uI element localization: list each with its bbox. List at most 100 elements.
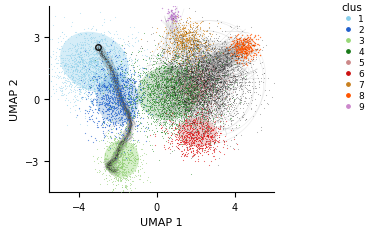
Point xyxy=(198,54,204,58)
Point xyxy=(187,23,193,27)
Point xyxy=(54,57,60,61)
Point xyxy=(187,41,193,44)
Point xyxy=(101,84,108,88)
Point xyxy=(242,45,248,49)
Point xyxy=(126,98,132,101)
Point xyxy=(168,102,174,106)
Point xyxy=(119,94,125,98)
Point xyxy=(169,141,175,145)
Point xyxy=(215,82,221,86)
Point xyxy=(150,114,157,117)
Point xyxy=(140,107,146,111)
Point xyxy=(246,50,252,54)
Point xyxy=(178,49,184,53)
Point xyxy=(218,124,224,128)
Point xyxy=(192,60,198,63)
Point xyxy=(218,80,224,84)
Point xyxy=(155,93,161,97)
Point xyxy=(220,78,226,82)
Point xyxy=(73,115,79,119)
Point xyxy=(210,86,216,90)
Point xyxy=(173,38,179,42)
Point xyxy=(204,97,210,100)
Point xyxy=(147,71,153,75)
Point xyxy=(195,64,201,68)
Point xyxy=(137,73,143,77)
Point xyxy=(130,99,136,102)
Point xyxy=(201,42,207,45)
Point xyxy=(244,44,250,47)
Point xyxy=(133,95,139,98)
Point xyxy=(168,88,174,91)
Point xyxy=(151,79,157,83)
Point xyxy=(219,112,225,116)
Point xyxy=(193,140,199,143)
Point xyxy=(125,114,131,117)
Point xyxy=(157,116,163,120)
Point xyxy=(201,116,207,119)
Point xyxy=(112,98,118,102)
Point xyxy=(132,160,138,164)
Point xyxy=(120,112,126,115)
Point xyxy=(111,78,117,82)
Point xyxy=(137,67,143,71)
Point xyxy=(218,115,224,119)
Point xyxy=(176,98,182,102)
Point xyxy=(119,153,125,156)
Point xyxy=(80,43,86,47)
Point xyxy=(238,54,244,58)
Point xyxy=(108,48,114,52)
Point xyxy=(156,65,162,68)
Point xyxy=(174,47,180,51)
Point xyxy=(240,52,246,55)
Point xyxy=(93,61,99,64)
Point xyxy=(201,80,207,84)
Point xyxy=(207,135,214,138)
Point xyxy=(170,17,176,21)
Point xyxy=(195,49,201,53)
Point xyxy=(135,39,141,43)
Point xyxy=(95,64,101,68)
Point xyxy=(120,51,126,54)
Point xyxy=(223,87,230,91)
Point xyxy=(109,115,115,118)
Point xyxy=(203,57,209,61)
Point xyxy=(126,98,132,102)
Point xyxy=(113,178,119,181)
Point xyxy=(110,76,116,79)
Point xyxy=(192,122,198,126)
Point xyxy=(187,105,193,108)
Point xyxy=(189,105,195,109)
Point xyxy=(152,90,158,94)
Point xyxy=(101,69,108,73)
Point xyxy=(193,72,199,75)
Point xyxy=(105,73,111,76)
Point xyxy=(195,78,201,82)
Point xyxy=(192,90,198,94)
Point xyxy=(125,77,131,81)
Point xyxy=(179,62,185,66)
Point xyxy=(96,40,102,44)
Point xyxy=(236,49,242,53)
Point xyxy=(245,102,251,105)
Point xyxy=(191,51,197,55)
Point xyxy=(163,95,169,99)
Point xyxy=(209,113,215,117)
Point xyxy=(74,42,81,46)
Point xyxy=(138,45,144,48)
Point xyxy=(119,171,125,175)
Point xyxy=(163,50,169,53)
Point xyxy=(127,84,133,88)
Point xyxy=(88,60,94,63)
Point xyxy=(171,98,177,102)
Point xyxy=(168,79,174,82)
Point xyxy=(167,46,173,50)
Point xyxy=(113,114,119,117)
Point xyxy=(176,48,182,52)
Point xyxy=(197,82,203,86)
Point xyxy=(236,81,242,84)
Point xyxy=(242,78,248,81)
Point xyxy=(203,117,209,121)
Point xyxy=(184,128,190,131)
Point xyxy=(84,52,90,55)
